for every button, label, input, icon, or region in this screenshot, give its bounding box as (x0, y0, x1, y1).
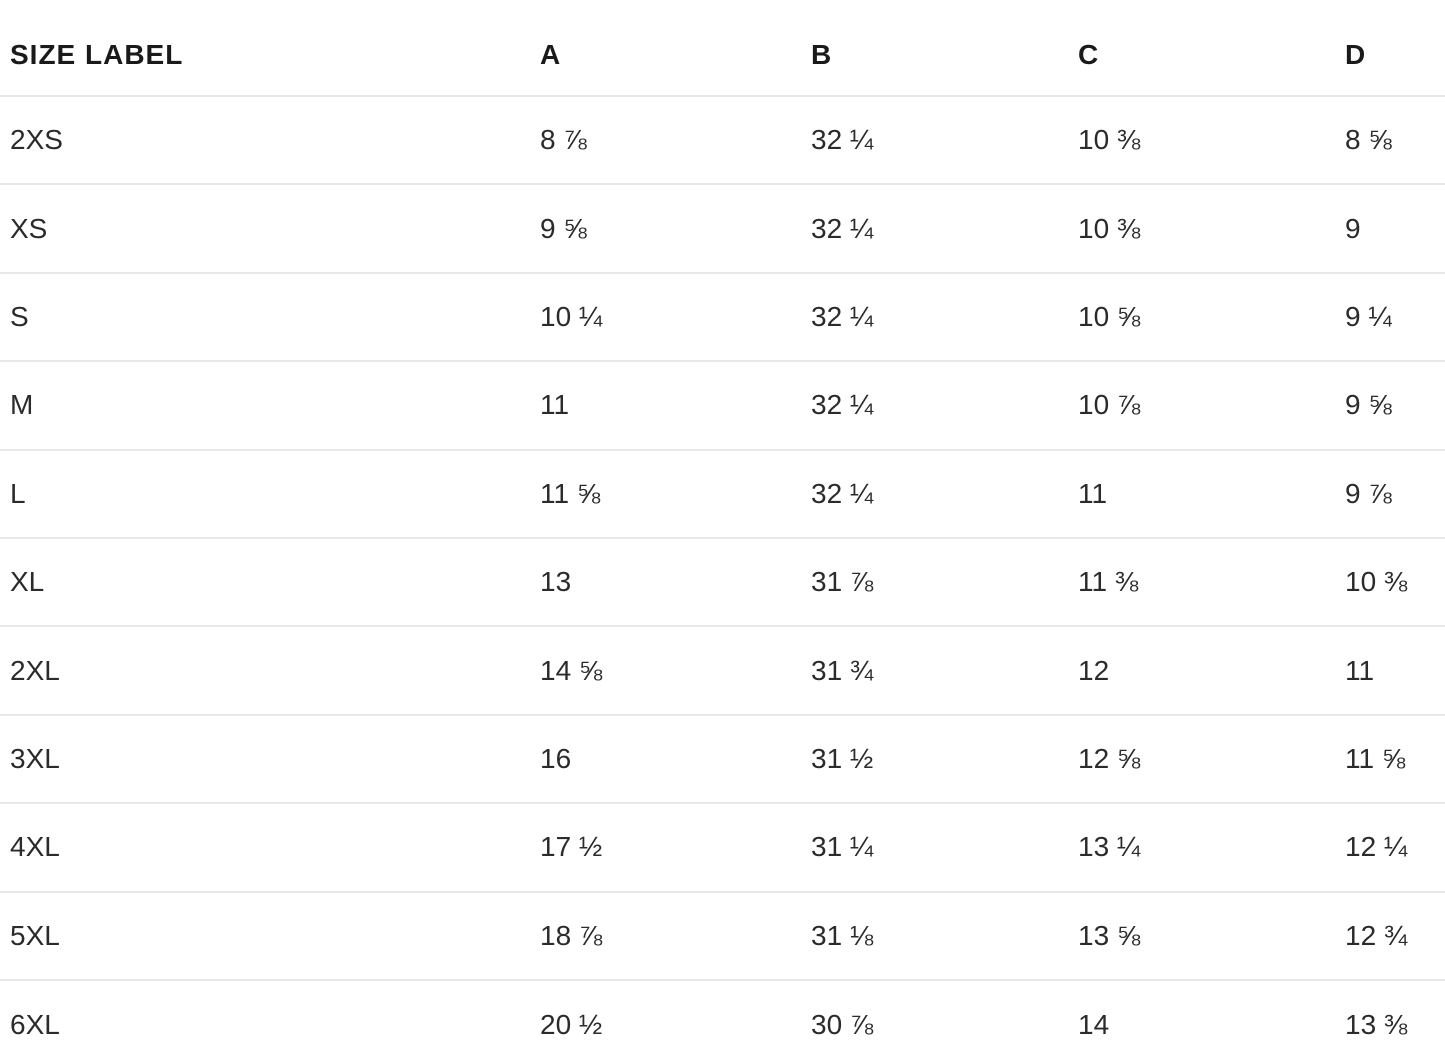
measurement-cell-a: 9 ⅝ (540, 212, 587, 244)
size-label-cell: 3XL (10, 742, 60, 774)
measurement-cell-d: 13 ⅜ (1345, 1008, 1408, 1040)
measurement-cell-b: 31 ¾ (811, 654, 874, 686)
measurement-cell-b: 31 ⅛ (811, 919, 874, 951)
measurement-cell-c: 13 ¼ (1078, 831, 1141, 863)
table-row: L 11 ⅝ 32 ¼ 11 9 ⅞ (0, 449, 1445, 538)
measurement-cell-d: 9 ¼ (1345, 300, 1392, 332)
table-row: XL 13 31 ⅞ 11 ⅜ 10 ⅜ (0, 537, 1445, 626)
measurement-cell-a: 10 ¼ (540, 300, 603, 332)
measurement-cell-d: 10 ⅜ (1345, 566, 1408, 598)
column-header-c: C (1078, 38, 1100, 70)
measurement-cell-b: 31 ¼ (811, 831, 874, 863)
measurement-cell-c: 10 ⅞ (1078, 389, 1141, 421)
table-row: 6XL 20 ½ 30 ⅞ 14 13 ⅜ (0, 979, 1445, 1054)
measurement-cell-d: 12 ¼ (1345, 831, 1408, 863)
size-label-cell: 4XL (10, 831, 60, 863)
measurement-cell-b: 32 ¼ (811, 124, 874, 156)
measurement-cell-c: 10 ⅜ (1078, 124, 1141, 156)
column-header-d: D (1345, 38, 1367, 70)
measurement-cell-a: 8 ⅞ (540, 124, 587, 156)
table-row: S 10 ¼ 32 ¼ 10 ⅝ 9 ¼ (0, 272, 1445, 361)
table-row: XS 9 ⅝ 32 ¼ 10 ⅜ 9 (0, 184, 1445, 272)
size-label-cell: 2XL (10, 654, 60, 686)
measurement-cell-d: 9 ⅝ (1345, 389, 1392, 421)
measurement-cell-a: 16 (540, 742, 572, 774)
measurement-cell-c: 14 (1078, 1008, 1110, 1040)
size-chart-body: 2XS 8 ⅞ 32 ¼ 10 ⅜ 8 ⅝ XS 9 ⅝ 32 ¼ 10 ⅜ 9… (0, 96, 1445, 1054)
column-header-a: A (540, 38, 562, 70)
measurement-cell-a: 17 ½ (540, 831, 603, 863)
measurement-cell-c: 12 (1078, 654, 1110, 686)
measurement-cell-a: 11 (540, 389, 570, 421)
header-row: SIZE LABEL A B C D (0, 0, 1445, 96)
measurement-cell-c: 10 ⅜ (1078, 212, 1141, 244)
column-header-b: B (811, 38, 833, 70)
table-row: M 11 32 ¼ 10 ⅞ 9 ⅝ (0, 361, 1445, 449)
size-label-cell: XL (10, 566, 45, 598)
measurement-cell-b: 32 ¼ (811, 300, 874, 332)
measurement-cell-b: 31 ⅞ (811, 566, 874, 598)
measurement-cell-a: 14 ⅝ (540, 654, 603, 686)
size-label-cell: S (10, 300, 29, 332)
table-row: 2XS 8 ⅞ 32 ¼ 10 ⅜ 8 ⅝ (0, 96, 1445, 184)
size-label-cell: M (10, 389, 34, 421)
measurement-cell-b: 30 ⅞ (811, 1008, 874, 1040)
measurement-cell-b: 32 ¼ (811, 477, 874, 509)
measurement-cell-d: 9 ⅞ (1345, 477, 1392, 509)
column-header-size-label: SIZE LABEL (10, 38, 184, 70)
measurement-cell-d: 11 ⅝ (1345, 742, 1406, 774)
size-label-cell: 6XL (10, 1008, 60, 1040)
measurement-cell-c: 12 ⅝ (1078, 742, 1141, 774)
table-row: 3XL 16 31 ½ 12 ⅝ 11 ⅝ (0, 714, 1445, 803)
measurement-cell-a: 11 ⅝ (540, 477, 601, 509)
table-row: 4XL 17 ½ 31 ¼ 13 ¼ 12 ¼ (0, 803, 1445, 891)
table-row: 5XL 18 ⅞ 31 ⅛ 13 ⅝ 12 ¾ (0, 891, 1445, 980)
measurement-cell-b: 32 ¼ (811, 212, 874, 244)
measurement-cell-d: 12 ¾ (1345, 919, 1408, 951)
measurement-cell-d: 9 (1345, 212, 1361, 244)
measurement-cell-c: 10 ⅝ (1078, 300, 1141, 332)
measurement-cell-a: 18 ⅞ (540, 919, 603, 951)
measurement-cell-c: 11 (1078, 477, 1108, 509)
measurement-cell-a: 20 ½ (540, 1008, 603, 1040)
measurement-cell-b: 32 ¼ (811, 389, 874, 421)
measurement-cell-c: 11 ⅜ (1078, 566, 1139, 598)
measurement-cell-d: 11 (1345, 654, 1375, 686)
measurement-cell-d: 8 ⅝ (1345, 124, 1392, 156)
size-label-cell: 5XL (10, 919, 60, 951)
measurement-cell-c: 13 ⅝ (1078, 919, 1141, 951)
measurement-cell-a: 13 (540, 566, 572, 598)
size-label-cell: XS (10, 212, 48, 244)
measurement-cell-b: 31 ½ (811, 742, 874, 774)
size-label-cell: 2XS (10, 124, 63, 156)
size-label-cell: L (10, 477, 26, 509)
table-row: 2XL 14 ⅝ 31 ¾ 12 11 (0, 626, 1445, 714)
